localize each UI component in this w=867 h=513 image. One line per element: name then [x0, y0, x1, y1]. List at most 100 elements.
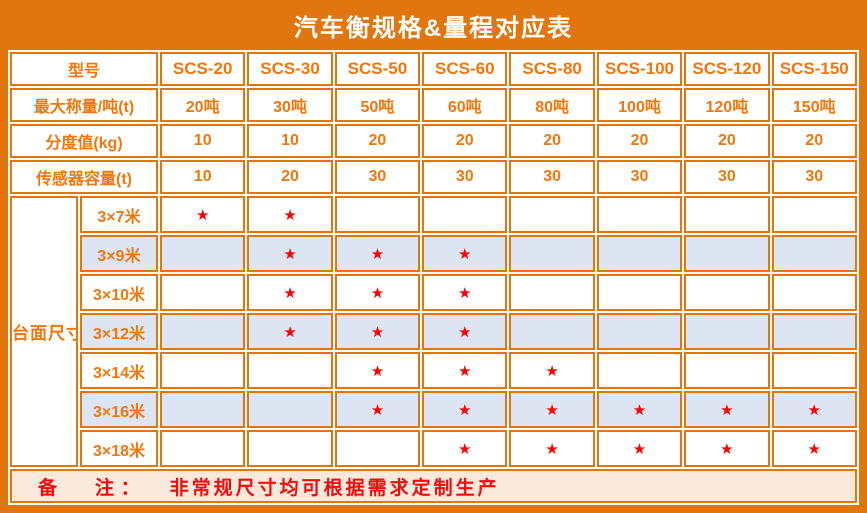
- empty-cell: [160, 313, 246, 350]
- empty-cell: [509, 313, 595, 350]
- platform-size-row: 3×10米 ★ ★ ★: [10, 274, 857, 311]
- empty-cell: [160, 274, 246, 311]
- empty-cell: [596, 235, 683, 272]
- platform-section-label: 台面尺寸: [10, 196, 78, 467]
- spec-row-label: 传感器容量(t): [10, 160, 159, 194]
- star-cell: ★: [596, 391, 683, 428]
- star-cell: ★: [596, 430, 683, 467]
- star-cell: ★: [422, 430, 508, 467]
- star-cell: ★: [422, 235, 508, 272]
- spec-value-cell: 30: [334, 160, 421, 194]
- spec-value-cell: 60吨: [422, 88, 508, 122]
- spec-value-cell: 10: [247, 124, 333, 158]
- empty-cell: [684, 352, 770, 389]
- spec-value-cell: 30吨: [247, 88, 333, 122]
- empty-cell: [596, 274, 683, 311]
- platform-size-row: 3×14米 ★ ★ ★: [10, 352, 857, 389]
- star-cell: ★: [422, 391, 508, 428]
- star-cell: ★: [334, 352, 421, 389]
- platform-size-label: 3×9米: [80, 235, 159, 272]
- star-cell: ★: [509, 391, 595, 428]
- spec-value-cell: 50吨: [334, 88, 421, 122]
- platform-size-row: 3×12米 ★ ★ ★: [10, 313, 857, 350]
- star-cell: ★: [160, 196, 246, 233]
- note-label: 备 注 ：: [38, 476, 140, 499]
- platform-size-row: 台面尺寸 3×7米 ★ ★: [10, 196, 857, 467]
- empty-cell: [422, 196, 508, 233]
- empty-cell: [247, 430, 333, 467]
- star-cell: ★: [422, 352, 508, 389]
- spec-value-cell: 20: [596, 124, 683, 158]
- page-title: 汽车衡规格&量程对应表: [293, 14, 574, 42]
- empty-cell: [509, 235, 595, 272]
- platform-size-label: 3×7米: [80, 196, 159, 233]
- spec-value-cell: 30: [684, 160, 770, 194]
- spec-value-cell: 20: [247, 160, 333, 194]
- platform-size-label: 3×14米: [80, 352, 159, 389]
- spec-value-cell: 80吨: [509, 88, 595, 122]
- spec-value-cell: 30: [509, 160, 595, 194]
- empty-cell: [771, 196, 857, 233]
- star-cell: ★: [684, 391, 770, 428]
- star-cell: ★: [247, 313, 333, 350]
- model-header: SCS-30: [247, 52, 333, 86]
- star-cell: ★: [247, 196, 333, 233]
- empty-cell: [771, 235, 857, 272]
- star-cell: ★: [334, 313, 421, 350]
- model-header: SCS-80: [509, 52, 595, 86]
- spec-row: 传感器容量(t) 10 20 30 30 30 30 30 30: [10, 160, 857, 194]
- empty-cell: [160, 235, 246, 272]
- spec-value-cell: 30: [422, 160, 508, 194]
- header-row: 型号 SCS-20 SCS-30 SCS-50 SCS-60 SCS-80 SCS-100 S…: [10, 52, 857, 86]
- spec-value-cell: 30: [596, 160, 683, 194]
- spec-value-cell: 10: [160, 160, 246, 194]
- spec-value-cell: 150吨: [771, 88, 857, 122]
- platform-size-label: 3×10米: [80, 274, 159, 311]
- spec-value-cell: 20: [684, 124, 770, 158]
- empty-cell: [334, 430, 421, 467]
- empty-cell: [684, 196, 770, 233]
- star-cell: ★: [684, 430, 770, 467]
- spec-value-cell: 20吨: [160, 88, 246, 122]
- empty-cell: [509, 274, 595, 311]
- platform-size-label: 3×16米: [80, 391, 159, 428]
- spec-value-cell: 30: [771, 160, 857, 194]
- spec-value-cell: 120吨: [684, 88, 770, 122]
- empty-cell: [684, 235, 770, 272]
- platform-size-label: 3×18米: [80, 430, 159, 467]
- spec-row-label: 最大称量/吨(t): [10, 88, 159, 122]
- empty-cell: [771, 313, 857, 350]
- empty-cell: [247, 391, 333, 428]
- spec-row-label: 分度值(kg): [10, 124, 159, 158]
- star-cell: ★: [334, 274, 421, 311]
- empty-cell: [509, 196, 595, 233]
- platform-size-row: 3×16米 ★ ★ ★ ★ ★ ★: [10, 391, 857, 428]
- empty-cell: [247, 352, 333, 389]
- star-cell: ★: [509, 430, 595, 467]
- empty-cell: [771, 352, 857, 389]
- note-cell: 备 注 ： 非常规尺寸均可根据需求定制生产: [10, 469, 857, 503]
- star-cell: ★: [247, 235, 333, 272]
- star-cell: ★: [771, 391, 857, 428]
- platform-size-row: 3×9米 ★ ★ ★: [10, 235, 857, 272]
- star-cell: ★: [247, 274, 333, 311]
- spec-value-cell: 20: [422, 124, 508, 158]
- star-cell: ★: [422, 313, 508, 350]
- spec-value-cell: 100吨: [596, 88, 683, 122]
- spec-value-cell: 20: [334, 124, 421, 158]
- spec-value-cell: 20: [771, 124, 857, 158]
- spec-row: 最大称量/吨(t) 20吨 30吨 50吨 60吨 80吨 100吨 120吨 150吨: [10, 88, 857, 122]
- empty-cell: [596, 352, 683, 389]
- note-text: 非常规尺寸均可根据需求定制生产: [169, 476, 500, 499]
- star-cell: ★: [509, 352, 595, 389]
- empty-cell: [160, 352, 246, 389]
- empty-cell: [771, 274, 857, 311]
- empty-cell: [684, 274, 770, 311]
- model-header: SCS-50: [334, 52, 421, 86]
- model-header: SCS-150: [771, 52, 857, 86]
- model-column-label: 型号: [10, 52, 159, 86]
- spec-value-cell: 20: [509, 124, 595, 158]
- star-cell: ★: [334, 391, 421, 428]
- star-cell: ★: [334, 235, 421, 272]
